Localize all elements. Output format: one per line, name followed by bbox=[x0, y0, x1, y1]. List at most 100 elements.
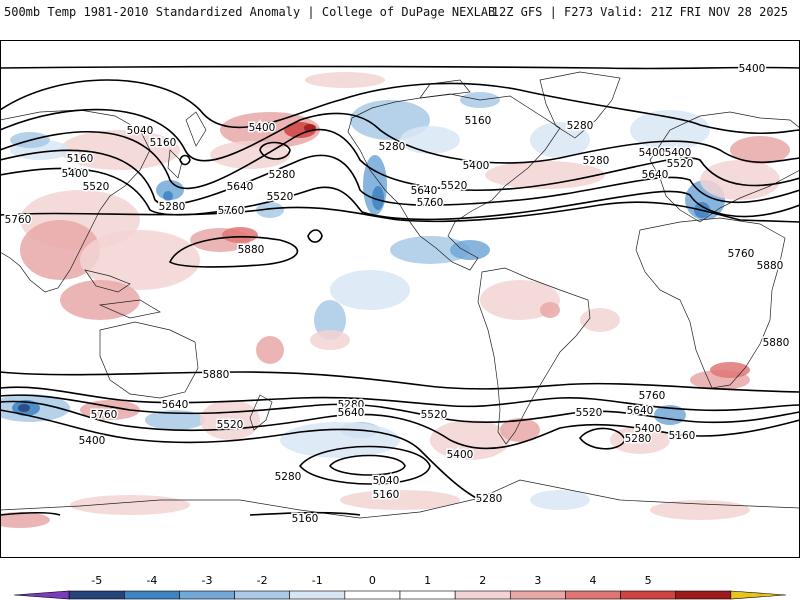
contour-label: 5880 bbox=[238, 244, 265, 256]
contour-label: 5400 bbox=[447, 449, 474, 461]
contour-label: 5520 bbox=[83, 181, 110, 193]
anomaly-patch bbox=[280, 422, 400, 458]
anomaly-patch bbox=[500, 418, 540, 442]
color-scale-swatch bbox=[509, 590, 566, 600]
anomaly-patch bbox=[400, 126, 460, 154]
anomaly-patch bbox=[60, 130, 180, 170]
contour-label: 5760 bbox=[639, 390, 666, 402]
anomaly-patch bbox=[340, 490, 460, 510]
anomaly-patch bbox=[163, 191, 173, 201]
contour-label: 5640 bbox=[627, 405, 654, 417]
anomaly-patch bbox=[650, 500, 750, 520]
contour-label: 5280 bbox=[379, 141, 406, 153]
anomaly-patch bbox=[530, 122, 590, 158]
contour-label: 5760 bbox=[218, 205, 245, 217]
contour-label: 5760 bbox=[91, 409, 118, 421]
contour-label: 5280 bbox=[159, 201, 186, 213]
contour-label: 5040 bbox=[127, 125, 154, 137]
anomaly-patch bbox=[390, 236, 470, 264]
contour-label: 5400 bbox=[249, 122, 276, 134]
color-scale-tick: 1 bbox=[424, 574, 431, 587]
anomaly-patch bbox=[610, 426, 670, 454]
anomaly-patch bbox=[372, 186, 384, 210]
anomaly-patch bbox=[305, 72, 385, 88]
contour-label: 5160 bbox=[373, 489, 400, 501]
contour-label: 5520 bbox=[576, 407, 603, 419]
anomaly-patch bbox=[256, 336, 284, 364]
anomaly-patch bbox=[330, 270, 410, 310]
anomaly-patch bbox=[80, 400, 140, 420]
color-scale-swatch bbox=[289, 590, 346, 600]
contour-label: 5520 bbox=[217, 419, 244, 431]
color-scale-swatch bbox=[454, 590, 511, 600]
anomaly-shading bbox=[0, 72, 790, 528]
color-scale-bar: -5 -4 -3 -2 -1 0 1 2 3 4 5 bbox=[13, 574, 787, 600]
color-scale-tick: -1 bbox=[312, 574, 323, 587]
contour-label: 5640 bbox=[642, 169, 669, 181]
anomaly-patch bbox=[0, 512, 50, 528]
color-scale-ticks: -5 -4 -3 -2 -1 0 1 2 3 4 5 bbox=[91, 574, 651, 587]
contour-label: 5640 bbox=[227, 181, 254, 193]
color-scale-swatch bbox=[730, 590, 787, 600]
contour-label: 5040 bbox=[373, 475, 400, 487]
color-scale-swatch bbox=[234, 590, 291, 600]
contour-label: 5160 bbox=[669, 430, 696, 442]
contour-label: 5400 bbox=[665, 147, 692, 159]
color-scale-swatch bbox=[675, 590, 732, 600]
contour-label: 5640 bbox=[162, 399, 189, 411]
contour-label: 5760 bbox=[639, 390, 666, 402]
anomaly-patch bbox=[222, 227, 258, 243]
anomaly-patch bbox=[450, 240, 490, 260]
anomaly-patch bbox=[310, 330, 350, 350]
color-scale-tick: 2 bbox=[479, 574, 486, 587]
anomaly-patch bbox=[580, 308, 620, 332]
contour-label: 5280 bbox=[583, 155, 610, 167]
anomaly-patch bbox=[70, 495, 190, 515]
contour-label: 5640 bbox=[338, 407, 365, 419]
contour-label: 5760 bbox=[417, 197, 444, 209]
color-scale-swatch bbox=[344, 590, 401, 600]
contour-label: 5760 bbox=[728, 248, 755, 260]
contour-label: 5160 bbox=[150, 137, 177, 149]
color-scale-swatch bbox=[620, 590, 677, 600]
contour-label: 5400 bbox=[79, 435, 106, 447]
color-scale-swatch bbox=[68, 590, 125, 600]
anomaly-patch bbox=[710, 362, 750, 378]
contour-label: 5760 bbox=[5, 214, 32, 226]
color-scale-swatch bbox=[179, 590, 235, 600]
contour-label: 5400 bbox=[639, 147, 666, 159]
anomaly-patch bbox=[80, 230, 200, 290]
contour-label: 5880 bbox=[203, 369, 230, 381]
color-scale-tick: 4 bbox=[590, 574, 597, 587]
color-scale-swatches bbox=[13, 590, 787, 600]
contour-label: 5280 bbox=[567, 120, 594, 132]
contour-label: 5400 bbox=[62, 168, 89, 180]
color-scale-tick: 5 bbox=[645, 574, 652, 587]
contour-label: 5280 bbox=[275, 471, 302, 483]
anomaly-patch bbox=[156, 180, 184, 200]
color-scale-swatch bbox=[13, 590, 70, 600]
color-scale-tick: -5 bbox=[91, 574, 102, 587]
coastlines bbox=[0, 71, 800, 519]
anomaly-patch bbox=[256, 202, 284, 218]
color-scale-swatch bbox=[123, 590, 180, 600]
contour-label: 5400 bbox=[635, 423, 662, 435]
contour-label: 5280 bbox=[625, 433, 652, 445]
contour-label: 5400 bbox=[463, 160, 490, 172]
contour-label: 5520 bbox=[267, 191, 294, 203]
contour-label: 5280 bbox=[476, 493, 503, 505]
contour-label: 5520 bbox=[667, 158, 694, 170]
contour-label: 5160 bbox=[292, 513, 319, 525]
color-scale-tick: 0 bbox=[369, 574, 376, 587]
contour-label: 5640 bbox=[411, 185, 438, 197]
anomaly-patch bbox=[700, 160, 780, 200]
anomaly-patch bbox=[540, 302, 560, 318]
contour-label: 5880 bbox=[763, 337, 790, 349]
anomaly-patch bbox=[20, 220, 100, 280]
anomaly-patch bbox=[730, 136, 790, 164]
anomaly-patch bbox=[530, 490, 590, 510]
color-scale-tick: -2 bbox=[257, 574, 268, 587]
anomaly-patch bbox=[485, 161, 605, 189]
anomaly-patch bbox=[220, 112, 320, 148]
anomaly-patch bbox=[210, 141, 290, 169]
